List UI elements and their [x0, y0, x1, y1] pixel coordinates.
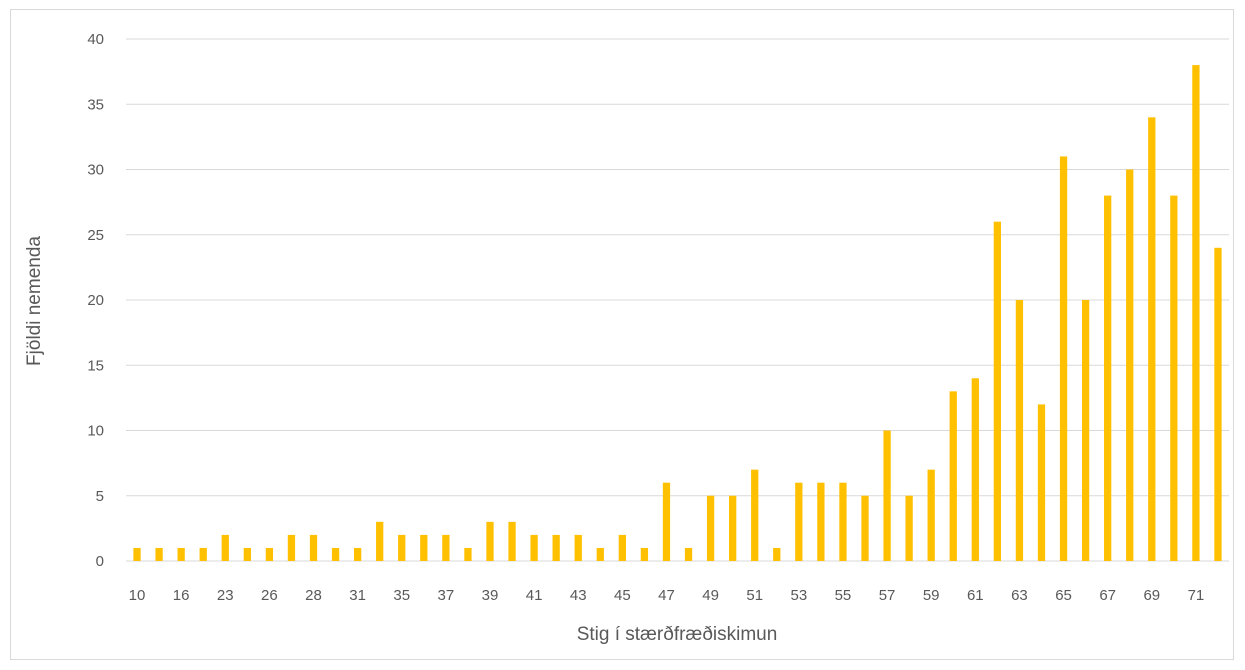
bar-14 [155, 547, 163, 561]
bar-41 [530, 534, 538, 561]
y-axis-label: Fjöldi nemenda [24, 236, 45, 366]
bar-59 [927, 469, 935, 561]
x-tick-label: 31 [349, 587, 366, 604]
y-tick-label: 35 [87, 96, 104, 113]
x-tick-label: 37 [438, 587, 455, 604]
bar-32 [376, 521, 384, 561]
y-tick-label: 40 [87, 31, 104, 48]
x-axis-label: Stig í stærðfræðiskimun [577, 624, 778, 645]
bar-50 [729, 495, 737, 561]
x-tick-label: 10 [129, 587, 146, 604]
x-tick-label: 26 [261, 587, 278, 604]
bar-71 [1192, 65, 1200, 561]
bar-66 [1081, 300, 1090, 561]
bar-45 [618, 534, 626, 561]
bar-47 [662, 482, 671, 561]
bar-22 [199, 547, 207, 561]
x-tick-label: 55 [835, 587, 852, 604]
y-tick-label: 30 [87, 162, 104, 179]
y-tick-labels: 0 5 10 15 20 25 30 35 40 [87, 31, 104, 570]
bar-40 [508, 521, 516, 561]
x-tick-label: 43 [570, 587, 587, 604]
bar-31 [353, 547, 362, 561]
y-tick-label: 25 [87, 227, 104, 244]
bar-68 [1126, 169, 1134, 561]
bar-26 [265, 547, 274, 561]
bar-55 [839, 482, 847, 561]
x-tick-label: 47 [658, 587, 675, 604]
x-tick-label: 65 [1055, 587, 1072, 604]
y-tick-label: 10 [87, 423, 104, 440]
bars [133, 65, 1222, 562]
x-tick-label: 41 [526, 587, 543, 604]
bar-53 [795, 482, 803, 561]
bar-36 [420, 534, 428, 561]
x-tick-labels: 10 16 23 26 28 31 35 37 39 41 43 45 47 49 51 53 55 57 59 61… [129, 587, 1205, 604]
bar-39 [486, 521, 494, 561]
y-tick-label: 20 [87, 292, 104, 309]
x-tick-label: 35 [393, 587, 410, 604]
bar-43 [574, 534, 582, 561]
x-tick-label: 61 [967, 587, 984, 604]
bar-57 [883, 430, 891, 561]
x-tick-label: 49 [702, 587, 719, 604]
bar-51 [751, 469, 759, 561]
x-tick-label: 23 [217, 587, 234, 604]
gridlines [126, 38, 1229, 562]
bar-52 [773, 547, 781, 561]
bar-42 [552, 534, 560, 561]
bar-37 [442, 534, 450, 561]
bar-16 [177, 547, 185, 561]
bar-62 [993, 221, 1002, 561]
bar-70 [1170, 195, 1178, 561]
x-tick-label: 57 [879, 587, 896, 604]
bar-27 [287, 534, 296, 561]
bar-54 [817, 482, 825, 561]
bar-56 [861, 495, 869, 561]
x-tick-label: 28 [305, 587, 322, 604]
bar-44 [596, 547, 604, 561]
bar-25 [243, 547, 251, 561]
bar-65 [1059, 156, 1068, 561]
x-tick-label: 51 [746, 587, 763, 604]
bar-23 [221, 534, 229, 561]
bar-28 [309, 534, 318, 561]
bar-61 [971, 378, 979, 561]
y-tick-label: 5 [96, 488, 104, 505]
x-tick-label: 69 [1143, 587, 1160, 604]
bar-30 [331, 547, 340, 561]
x-tick-label: 67 [1099, 587, 1116, 604]
y-tick-label: 0 [96, 553, 104, 570]
bar-72 [1214, 247, 1222, 562]
x-tick-label: 45 [614, 587, 631, 604]
x-tick-label: 39 [482, 587, 499, 604]
bar-67 [1104, 195, 1112, 561]
bar-49 [706, 495, 715, 561]
x-tick-label: 16 [173, 587, 190, 604]
bar-46 [640, 547, 649, 561]
bar-58 [905, 495, 913, 561]
y-tick-label: 15 [87, 357, 104, 374]
bar-69 [1148, 117, 1156, 562]
bar-48 [684, 547, 693, 561]
bar-10 [133, 547, 141, 561]
bar-38 [464, 547, 472, 561]
bar-63 [1015, 300, 1024, 561]
x-tick-label: 63 [1011, 587, 1028, 604]
x-tick-label: 71 [1188, 587, 1205, 604]
x-tick-label: 53 [790, 587, 807, 604]
bar-64 [1037, 404, 1046, 561]
bar-60 [949, 391, 957, 561]
bar-35 [398, 534, 406, 561]
x-tick-label: 59 [923, 587, 940, 604]
